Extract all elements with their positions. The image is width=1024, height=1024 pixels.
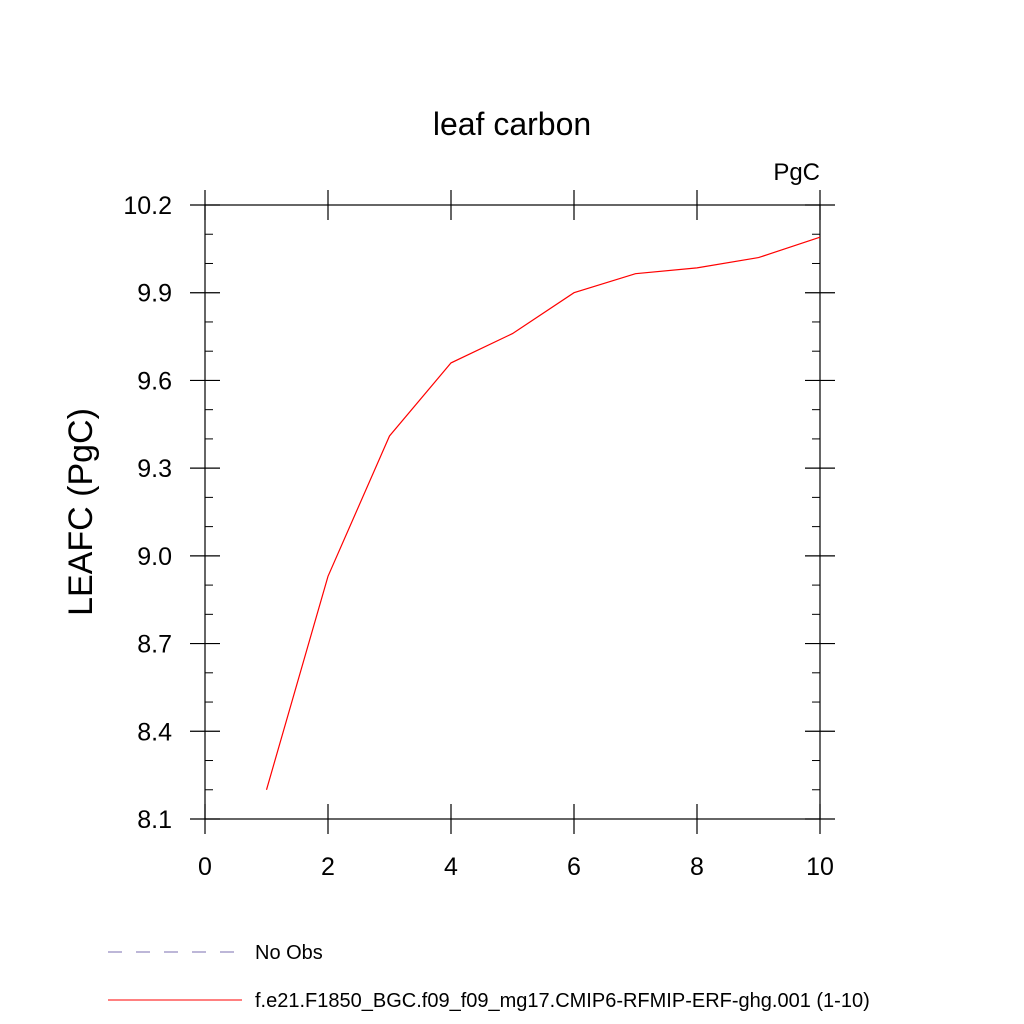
series-lines [265, 236, 821, 790]
x-tick-label: 6 [567, 853, 581, 881]
plot-frame [204, 204, 821, 820]
x-tick-label: 8 [690, 853, 704, 881]
y-tick-labels: 8.1 8.4 8.7 9.0 9.3 9.6 9.9 10.2 [123, 192, 172, 834]
y-tick-label: 9.6 [137, 367, 172, 395]
legend: No Obs f.e21.F1850_BGC.f09_f09_mg17.CMIP… [108, 942, 870, 1012]
y-tick-label: 8.7 [137, 631, 172, 659]
x-tick-label: 4 [444, 853, 458, 881]
units-label: PgC [773, 159, 820, 186]
y-tick-label: 8.1 [137, 806, 172, 834]
y-tick-label: 8.4 [137, 718, 172, 746]
x-tick-label: 10 [806, 853, 834, 881]
chart-title: leaf carbon [433, 106, 591, 142]
axis-ticks [190, 190, 835, 834]
y-tick-label: 9.9 [137, 280, 172, 308]
legend-label-no-obs: No Obs [255, 942, 323, 964]
y-tick-label: 10.2 [123, 192, 172, 220]
y-axis-label: LEAFC (PgC) [62, 408, 100, 616]
legend-label-model-run: f.e21.F1850_BGC.f09_f09_mg17.CMIP6-RFMIP… [255, 990, 870, 1012]
x-tick-label: 0 [198, 853, 212, 881]
series-line-1 [265, 236, 821, 790]
x-tick-labels: 0 2 4 6 8 10 [198, 853, 834, 881]
y-tick-label: 9.3 [137, 455, 172, 483]
x-tick-label: 2 [321, 853, 335, 881]
y-tick-label: 9.0 [137, 543, 172, 571]
